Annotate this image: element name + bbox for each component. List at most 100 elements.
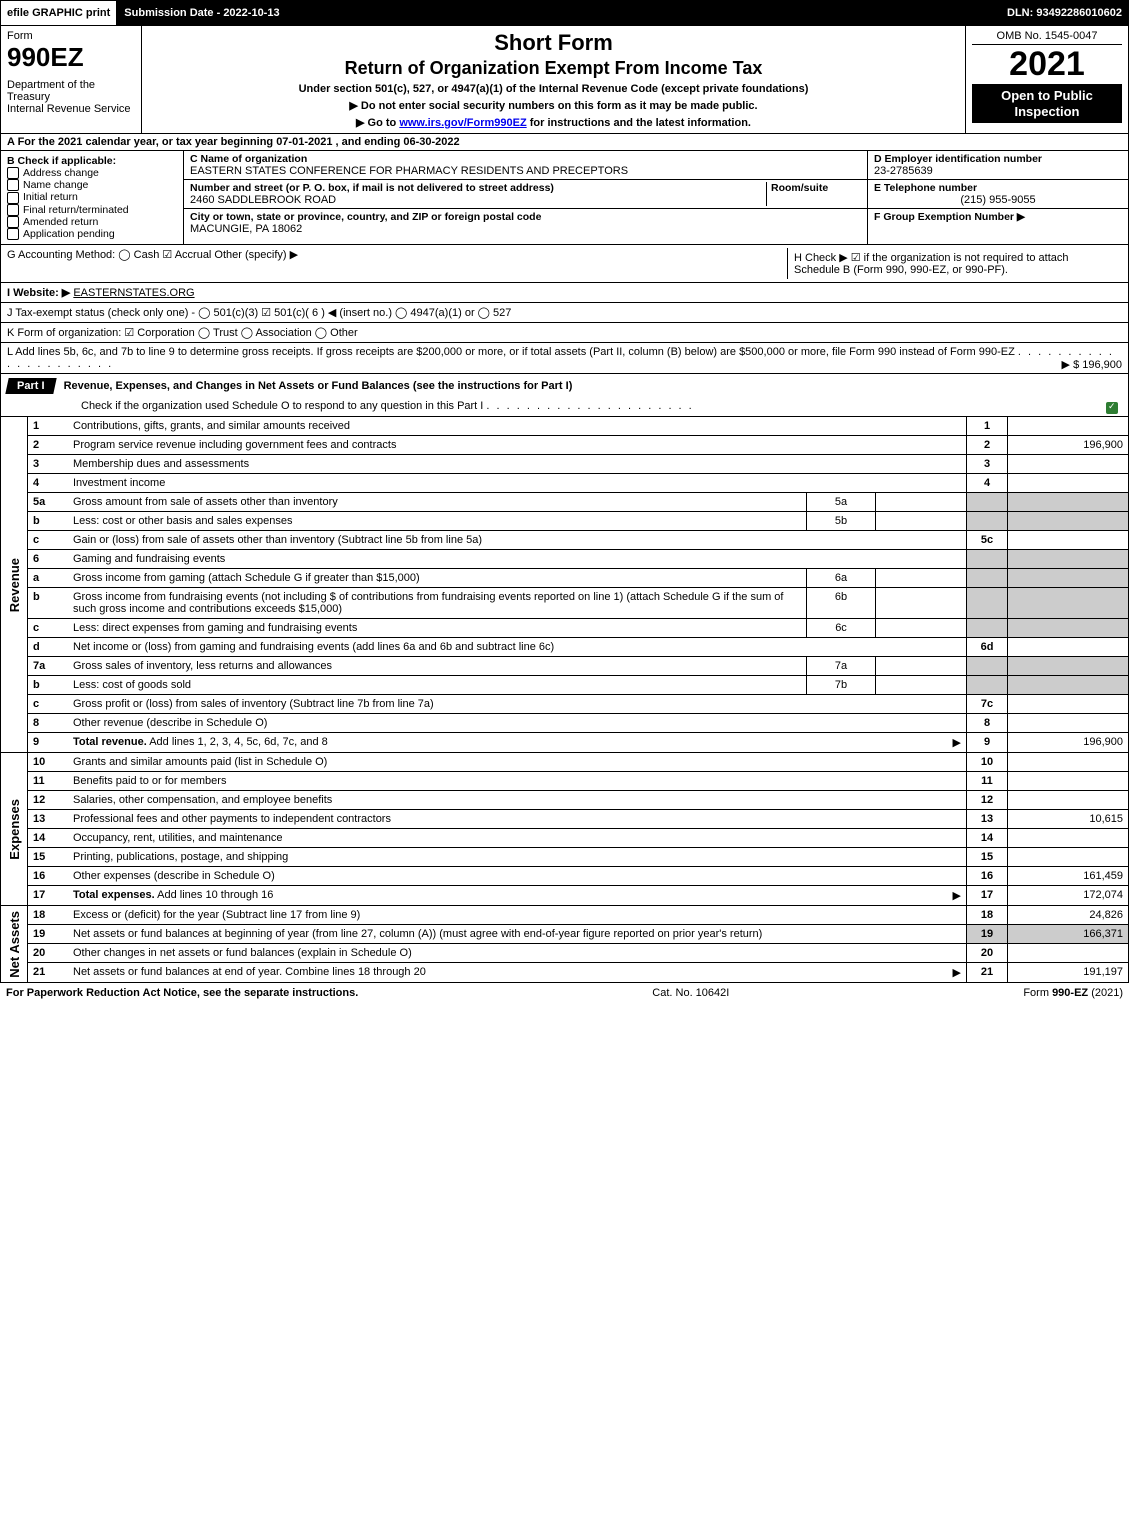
mid-value — [876, 512, 967, 531]
l-amount: ▶ $ 196,900 — [1062, 358, 1122, 371]
h-schedule-b: H Check ▶ ☑ if the organization is not r… — [787, 248, 1122, 279]
right-value: 196,900 — [1008, 733, 1129, 753]
right-num: 8 — [967, 714, 1008, 733]
table-row: aGross income from gaming (attach Schedu… — [28, 569, 1128, 588]
table-row: 5aGross amount from sale of assets other… — [28, 493, 1128, 512]
netasset-table: 18Excess or (deficit) for the year (Subt… — [28, 906, 1128, 982]
right-value — [1008, 531, 1129, 550]
line-description: Gross profit or (loss) from sales of inv… — [68, 695, 967, 714]
line-description: Investment income — [68, 474, 967, 493]
netassets-section: Net Assets 18Excess or (deficit) for the… — [0, 906, 1129, 983]
row-i-website: I Website: ▶ EASTERNSTATES.ORG — [0, 283, 1129, 303]
line-description: Less: direct expenses from gaming and fu… — [68, 619, 807, 638]
chk-address-change[interactable]: Address change — [7, 167, 177, 179]
line-number: b — [28, 512, 68, 531]
line-number: 16 — [28, 867, 68, 886]
chk-final-return[interactable]: Final return/terminated — [7, 204, 177, 216]
line-number: 13 — [28, 810, 68, 829]
right-value — [1008, 772, 1129, 791]
right-value — [1008, 619, 1129, 638]
line-description: Occupancy, rent, utilities, and maintena… — [68, 829, 967, 848]
line-number: 2 — [28, 436, 68, 455]
table-row: 11Benefits paid to or for members11 — [28, 772, 1128, 791]
right-num: 7c — [967, 695, 1008, 714]
line-description: Net assets or fund balances at end of ye… — [68, 963, 967, 983]
col-c: C Name of organization EASTERN STATES CO… — [184, 151, 867, 244]
header-right: OMB No. 1545-0047 2021 Open to Public In… — [965, 26, 1128, 133]
right-num: 19 — [967, 925, 1008, 944]
dots-icon — [486, 400, 693, 412]
irs-link[interactable]: www.irs.gov/Form990EZ — [399, 117, 526, 129]
line-description: Less: cost of goods sold — [68, 676, 807, 695]
table-row: 17Total expenses. Add lines 10 through 1… — [28, 886, 1128, 906]
e-phone-block: E Telephone number (215) 955-9055 — [868, 180, 1128, 209]
form-header: Form 990EZ Department of the Treasury In… — [0, 26, 1129, 133]
mid-value — [876, 588, 967, 619]
right-value: 24,826 — [1008, 906, 1129, 925]
line-number: 6 — [28, 550, 68, 569]
line-number: 7a — [28, 657, 68, 676]
chk-amended-return[interactable]: Amended return — [7, 216, 177, 228]
mid-line-ref: 6b — [807, 588, 876, 619]
line-description: Membership dues and assessments — [68, 455, 967, 474]
g-accounting: G Accounting Method: ◯ Cash ☑ Accrual Ot… — [7, 248, 787, 279]
table-row: 19Net assets or fund balances at beginni… — [28, 925, 1128, 944]
department: Department of the Treasury Internal Reve… — [7, 79, 135, 115]
right-num: 3 — [967, 455, 1008, 474]
row-a-tax-year: A For the 2021 calendar year, or tax yea… — [0, 133, 1129, 151]
line-number: 18 — [28, 906, 68, 925]
expense-table: 10Grants and similar amounts paid (list … — [28, 753, 1128, 905]
table-row: 20Other changes in net assets or fund ba… — [28, 944, 1128, 963]
chk-initial-return[interactable]: Initial return — [7, 191, 177, 203]
right-num — [967, 588, 1008, 619]
vtab-netassets: Net Assets — [1, 906, 28, 982]
table-row: 15Printing, publications, postage, and s… — [28, 848, 1128, 867]
right-value — [1008, 569, 1129, 588]
mid-value — [876, 493, 967, 512]
right-num: 12 — [967, 791, 1008, 810]
line-number: 8 — [28, 714, 68, 733]
right-value — [1008, 455, 1129, 474]
mid-value — [876, 619, 967, 638]
right-num: 21 — [967, 963, 1008, 983]
right-num — [967, 512, 1008, 531]
line-description: Benefits paid to or for members — [68, 772, 967, 791]
right-value — [1008, 676, 1129, 695]
right-value — [1008, 550, 1129, 569]
mid-line-ref: 6c — [807, 619, 876, 638]
title-return: Return of Organization Exempt From Incom… — [148, 58, 959, 79]
efile-print[interactable]: efile GRAPHIC print — [0, 0, 117, 26]
line-number: 19 — [28, 925, 68, 944]
b-label: B Check if applicable: — [7, 155, 177, 167]
line-number: 17 — [28, 886, 68, 906]
chk-name-change[interactable]: Name change — [7, 179, 177, 191]
chk-application-pending[interactable]: Application pending — [7, 228, 177, 240]
right-num — [967, 619, 1008, 638]
line-number: a — [28, 569, 68, 588]
inspection-badge: Open to Public Inspection — [972, 84, 1122, 123]
section-bcdef: B Check if applicable: Address change Na… — [0, 151, 1129, 245]
table-row: 21Net assets or fund balances at end of … — [28, 963, 1128, 983]
page-footer: For Paperwork Reduction Act Notice, see … — [0, 983, 1129, 1003]
line-number: 21 — [28, 963, 68, 983]
right-num: 5c — [967, 531, 1008, 550]
addr-label: Number and street (or P. O. box, if mail… — [190, 182, 766, 194]
table-row: 7aGross sales of inventory, less returns… — [28, 657, 1128, 676]
part1-checkbox[interactable] — [1106, 402, 1118, 414]
line-number: 20 — [28, 944, 68, 963]
right-value: 196,900 — [1008, 436, 1129, 455]
line-number: 11 — [28, 772, 68, 791]
header-left: Form 990EZ Department of the Treasury In… — [1, 26, 142, 133]
right-value — [1008, 714, 1129, 733]
table-row: 10Grants and similar amounts paid (list … — [28, 753, 1128, 772]
row-gh: G Accounting Method: ◯ Cash ☑ Accrual Ot… — [0, 245, 1129, 283]
vtab-expenses: Expenses — [1, 753, 28, 905]
line-description: Salaries, other compensation, and employ… — [68, 791, 967, 810]
right-num: 9 — [967, 733, 1008, 753]
line-description: Total revenue. Add lines 1, 2, 3, 4, 5c,… — [68, 733, 967, 753]
line-number: 12 — [28, 791, 68, 810]
table-row: 1Contributions, gifts, grants, and simil… — [28, 417, 1128, 436]
table-row: cLess: direct expenses from gaming and f… — [28, 619, 1128, 638]
line-description: Excess or (deficit) for the year (Subtra… — [68, 906, 967, 925]
right-num: 2 — [967, 436, 1008, 455]
